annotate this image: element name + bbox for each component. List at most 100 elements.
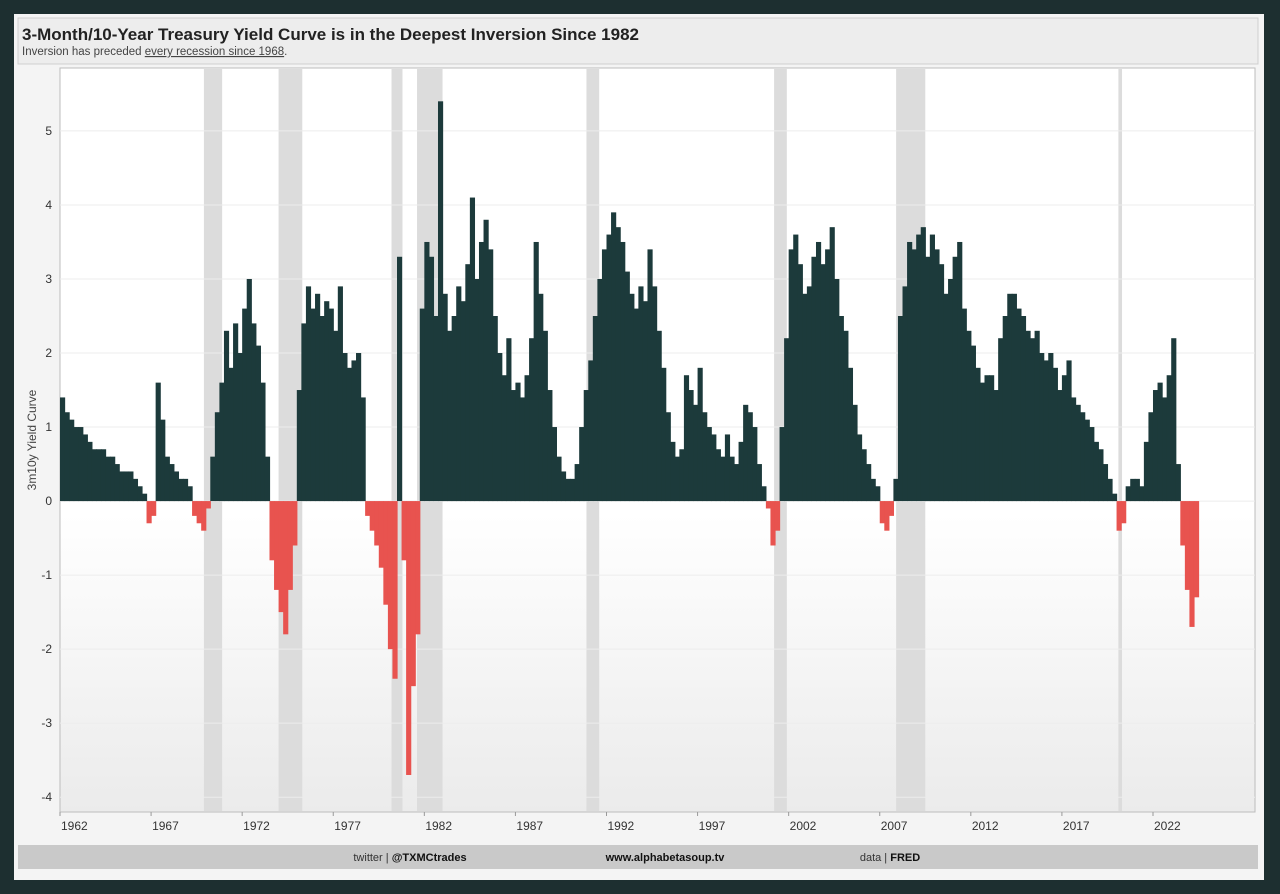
bar bbox=[929, 234, 935, 502]
bar bbox=[351, 360, 357, 502]
chart-title: 3-Month/10-Year Treasury Yield Curve is … bbox=[22, 25, 639, 44]
bar bbox=[697, 367, 703, 502]
bar bbox=[474, 278, 480, 502]
bar bbox=[365, 501, 371, 516]
bar bbox=[743, 404, 749, 502]
bar bbox=[442, 293, 448, 502]
bar bbox=[797, 264, 803, 502]
bar bbox=[788, 249, 794, 502]
bar bbox=[729, 456, 735, 502]
bar bbox=[228, 367, 234, 502]
bar bbox=[806, 286, 813, 502]
bar bbox=[1093, 441, 1099, 502]
bar bbox=[392, 501, 398, 679]
bar bbox=[301, 323, 307, 502]
bar bbox=[1180, 501, 1186, 546]
bar bbox=[711, 434, 717, 502]
bar bbox=[1116, 501, 1122, 531]
bar bbox=[533, 241, 539, 502]
bar bbox=[1089, 427, 1095, 502]
y-tick-label: 3 bbox=[45, 272, 52, 286]
bar bbox=[693, 404, 699, 502]
bar bbox=[738, 441, 744, 502]
bar bbox=[146, 501, 152, 524]
bar bbox=[802, 293, 808, 502]
bar bbox=[488, 249, 494, 502]
bar bbox=[688, 390, 694, 502]
bar bbox=[337, 286, 343, 502]
subtitle-link[interactable]: every recession since 1968 bbox=[145, 46, 284, 58]
bar bbox=[1193, 501, 1200, 598]
bar bbox=[1025, 330, 1031, 502]
bar bbox=[164, 456, 170, 502]
bar bbox=[592, 316, 598, 502]
bar bbox=[702, 412, 708, 502]
bar bbox=[957, 241, 963, 502]
bar bbox=[96, 449, 102, 502]
bar bbox=[1007, 293, 1013, 502]
bar bbox=[283, 501, 289, 635]
bar bbox=[187, 486, 193, 502]
bar bbox=[601, 249, 608, 502]
recession-band bbox=[203, 69, 223, 811]
bar bbox=[242, 308, 248, 502]
bar bbox=[615, 227, 621, 502]
bar bbox=[652, 286, 658, 502]
bar bbox=[1002, 316, 1008, 502]
bar bbox=[524, 375, 530, 502]
plot bbox=[60, 69, 1255, 811]
bar bbox=[196, 501, 202, 524]
bar bbox=[360, 397, 366, 502]
bar bbox=[497, 353, 503, 502]
bar bbox=[574, 464, 580, 502]
bar bbox=[1034, 330, 1040, 502]
bar bbox=[989, 375, 995, 502]
bar bbox=[925, 256, 931, 502]
bar bbox=[620, 241, 626, 502]
bar bbox=[1066, 360, 1072, 502]
bar bbox=[169, 464, 175, 502]
bar bbox=[638, 286, 644, 502]
bar bbox=[310, 308, 316, 502]
bar bbox=[784, 338, 790, 502]
bar bbox=[151, 501, 157, 516]
bar bbox=[911, 249, 917, 502]
bar bbox=[747, 412, 753, 502]
bar bbox=[1166, 375, 1172, 502]
bar bbox=[879, 501, 885, 524]
bar bbox=[219, 382, 225, 502]
bar bbox=[478, 241, 485, 502]
bar bbox=[1075, 404, 1081, 502]
bar bbox=[173, 471, 180, 502]
bar bbox=[938, 264, 945, 502]
x-tick-label: 1997 bbox=[699, 819, 726, 833]
bar bbox=[588, 360, 594, 502]
bar bbox=[838, 316, 844, 502]
bar bbox=[952, 256, 958, 502]
bar bbox=[1102, 464, 1109, 502]
footer-label: twitter | bbox=[353, 852, 388, 864]
bar bbox=[64, 412, 70, 502]
bar bbox=[515, 382, 521, 502]
bar bbox=[542, 330, 548, 502]
title-bar bbox=[17, 17, 1259, 65]
bar bbox=[975, 367, 981, 502]
x-tick-label: 2022 bbox=[1154, 819, 1181, 833]
bar bbox=[123, 471, 129, 502]
bar bbox=[1125, 486, 1131, 502]
bar bbox=[424, 241, 430, 502]
bar bbox=[752, 427, 758, 502]
bar bbox=[606, 234, 612, 502]
bar bbox=[779, 427, 785, 502]
bar bbox=[1011, 293, 1017, 502]
bar bbox=[902, 286, 908, 502]
footer-value: FRED bbox=[890, 852, 920, 864]
bar bbox=[519, 397, 526, 502]
bar bbox=[920, 227, 926, 502]
bar bbox=[834, 278, 840, 502]
y-tick-label: -4 bbox=[41, 790, 52, 804]
bar bbox=[223, 330, 230, 502]
bar bbox=[966, 330, 972, 502]
bar bbox=[1039, 353, 1045, 502]
bar bbox=[1130, 478, 1136, 502]
